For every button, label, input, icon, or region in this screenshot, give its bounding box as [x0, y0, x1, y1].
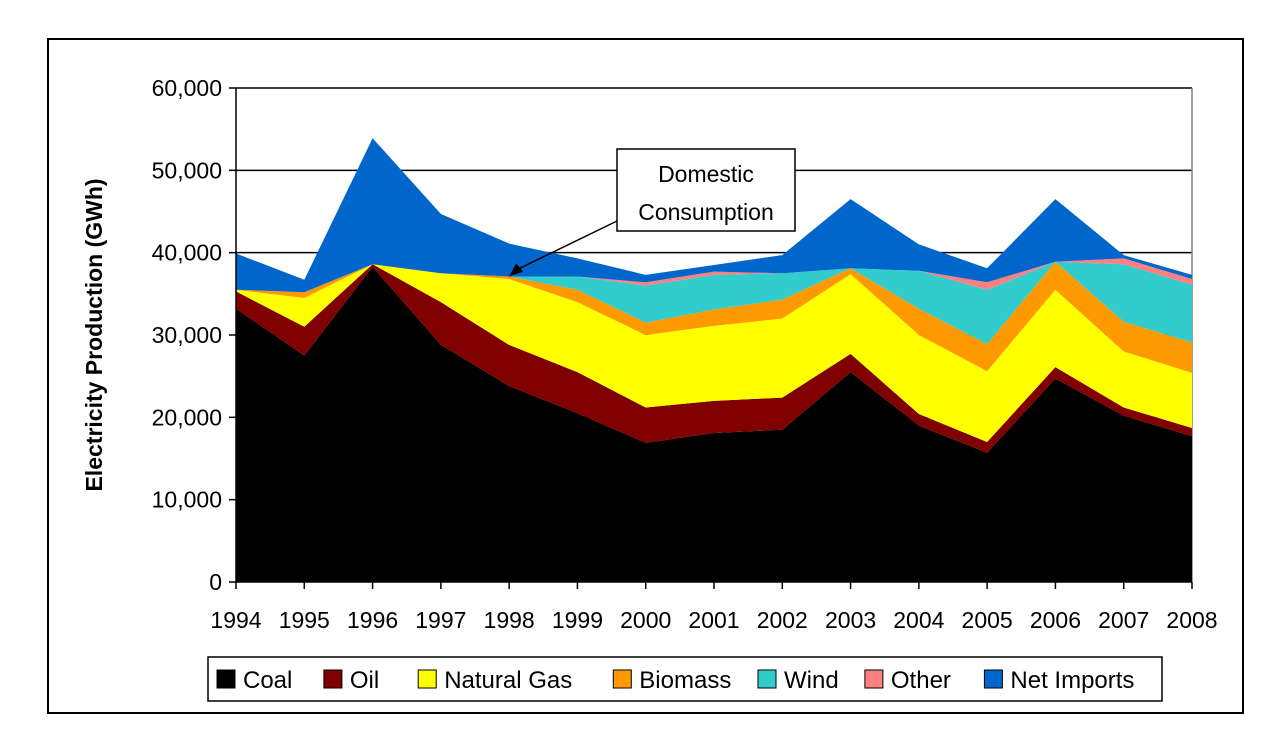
area-coal: [236, 266, 1192, 582]
callout-text: Consumption: [638, 199, 774, 225]
stacked-area-chart: 0 10,000 20,000 30,000 40,000 50,000 60,000 199…: [49, 40, 1242, 712]
callout-text: Domestic: [658, 161, 754, 187]
x-tick-label: 2008: [1166, 607, 1217, 633]
y-tick-label: 30,000: [152, 322, 222, 348]
legend-swatch-wind: [757, 669, 777, 689]
legend-label-wind: Wind: [784, 667, 839, 694]
area-natural-gas: [236, 264, 1192, 442]
x-tick-label: 2000: [620, 607, 671, 633]
legend-label-biomass: Biomass: [639, 667, 731, 694]
x-tick-label: 2002: [757, 607, 808, 633]
legend-box: [207, 656, 1163, 702]
legend-label-net-imports: Net Imports: [1010, 667, 1134, 694]
legend: Coal Oil Natural Gas Biomass Wind Other Net Im…: [207, 656, 1163, 702]
area-biomass: [236, 261, 1192, 373]
y-tick-label: 50,000: [152, 157, 222, 183]
y-tick-label: 40,000: [152, 240, 222, 266]
y-tick-label: 60,000: [152, 75, 222, 101]
legend-swatch-natural-gas: [417, 669, 437, 689]
area-other: [236, 258, 1192, 293]
legend-label-other: Other: [891, 667, 951, 694]
x-tick-label: 1994: [210, 607, 261, 633]
legend-swatch-net-imports: [983, 669, 1003, 689]
x-tick-label: 2007: [1098, 607, 1149, 633]
area-wind: [236, 261, 1192, 345]
chart-frame: 0 10,000 20,000 30,000 40,000 50,000 60,000 199…: [47, 38, 1244, 714]
y-tick-label: 20,000: [152, 404, 222, 430]
x-tick-label: 1997: [415, 607, 466, 633]
x-tick-label: 2003: [825, 607, 876, 633]
annotation-callout: Domestic Consumption: [509, 148, 796, 277]
x-tick-label: 2004: [893, 607, 944, 633]
callout-box: [616, 148, 796, 232]
legend-label-coal: Coal: [243, 667, 292, 694]
x-tick-label: 1995: [279, 607, 330, 633]
legend-label-natural-gas: Natural Gas: [444, 667, 572, 694]
x-tick-label: 2006: [1030, 607, 1081, 633]
y-tick-label: 0: [209, 569, 222, 595]
area-net-imports: [236, 138, 1192, 293]
legend-label-oil: Oil: [350, 667, 379, 694]
y-axis-label: Electricity Production (GWh): [81, 178, 107, 491]
callout-arrowhead: [509, 263, 524, 277]
y-tick-label: 10,000: [152, 487, 222, 513]
x-tick-label: 2001: [688, 607, 739, 633]
legend-swatch-biomass: [612, 669, 632, 689]
area-oil: [236, 264, 1192, 453]
legend-swatch-other: [864, 669, 884, 689]
x-tick-label: 1996: [347, 607, 398, 633]
area-series: [236, 138, 1192, 582]
axes: 0 10,000 20,000 30,000 40,000 50,000 60,000 199…: [152, 75, 1218, 633]
x-tick-label: 2005: [962, 607, 1013, 633]
x-tick-label: 1998: [484, 607, 535, 633]
legend-swatch-coal: [216, 669, 236, 689]
legend-swatch-oil: [323, 669, 343, 689]
callout-pointer: [514, 220, 618, 272]
x-tick-label: 1999: [552, 607, 603, 633]
